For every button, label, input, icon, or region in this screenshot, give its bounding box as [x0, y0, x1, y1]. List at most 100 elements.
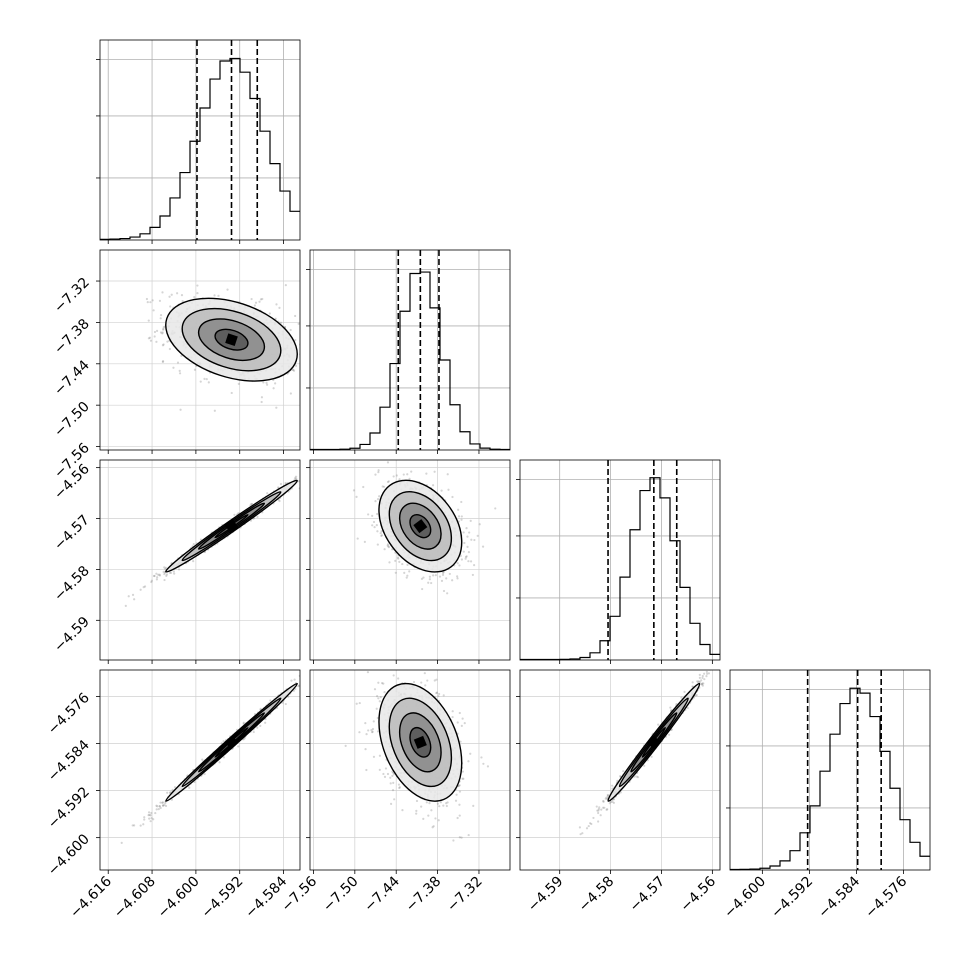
- sample-point: [392, 781, 395, 784]
- sample-point: [460, 836, 463, 839]
- sample-point: [367, 513, 370, 516]
- sample-point: [222, 756, 226, 759]
- sample-point: [124, 604, 127, 607]
- sample-point: [609, 800, 613, 804]
- sample-point: [467, 551, 471, 554]
- sample-point: [458, 711, 461, 715]
- sample-point: [163, 578, 166, 582]
- sample-point: [155, 572, 158, 575]
- sample-point: [462, 531, 465, 534]
- sample-point: [158, 573, 161, 576]
- sample-point: [469, 752, 472, 755]
- sample-point: [303, 365, 305, 367]
- sample-point: [237, 745, 240, 748]
- sample-point: [163, 566, 166, 569]
- sample-point: [290, 679, 293, 682]
- sample-point: [446, 801, 449, 804]
- sample-point: [391, 774, 394, 777]
- sample-point: [401, 562, 404, 566]
- sample-point: [462, 777, 465, 780]
- sample-point: [374, 473, 377, 476]
- sample-point: [391, 789, 395, 792]
- sample-point: [378, 700, 381, 703]
- sample-point: [386, 772, 390, 776]
- sample-point: [376, 512, 379, 516]
- sample-point: [193, 296, 196, 299]
- sample-point: [139, 588, 142, 591]
- sample-point: [147, 813, 150, 817]
- sample-point: [274, 382, 277, 385]
- sample-point: [162, 327, 165, 330]
- sample-point: [261, 297, 264, 301]
- sample-point: [389, 776, 392, 779]
- sample-point: [427, 814, 430, 817]
- sample-point: [377, 470, 380, 474]
- panel-frame: [309, 669, 511, 871]
- sample-point: [422, 576, 425, 579]
- sample-point: [266, 492, 269, 495]
- sample-point: [643, 764, 646, 767]
- sample-point: [284, 284, 287, 287]
- sample-point: [147, 337, 150, 340]
- sample-point: [201, 758, 204, 761]
- sample-point: [250, 502, 253, 506]
- histogram-step: [310, 271, 510, 451]
- histogram-step: [100, 57, 300, 240]
- sample-point: [180, 354, 183, 358]
- sample-point: [176, 292, 179, 295]
- sample-point: [139, 824, 142, 827]
- sample-point: [456, 562, 459, 565]
- sample-point: [253, 304, 256, 307]
- sample-point: [155, 340, 158, 343]
- sample-point: [178, 372, 182, 375]
- panel-frame: [99, 249, 301, 451]
- sample-point: [447, 488, 450, 491]
- sample-point: [412, 680, 416, 684]
- sample-point: [434, 574, 437, 577]
- sample-point: [264, 721, 267, 724]
- sample-point: [303, 342, 305, 344]
- sample-point: [381, 682, 384, 685]
- sample-point: [259, 707, 262, 710]
- sample-point: [376, 530, 379, 533]
- sample-point: [304, 367, 306, 369]
- sample-point: [398, 478, 401, 481]
- sample-point: [602, 800, 605, 803]
- sample-point: [393, 798, 396, 801]
- sample-point: [266, 383, 269, 386]
- sample-point: [143, 818, 146, 821]
- sample-point: [306, 477, 308, 479]
- sample-point: [314, 670, 316, 672]
- sample-point: [159, 317, 162, 320]
- sample-point: [675, 702, 678, 706]
- sample-point: [425, 801, 428, 804]
- sample-point: [398, 786, 401, 789]
- sample-point: [213, 294, 216, 297]
- sample-point: [371, 514, 374, 517]
- sample-point: [344, 744, 347, 747]
- sample-point: [380, 530, 383, 533]
- sample-point: [301, 479, 303, 481]
- sample-point: [415, 812, 418, 815]
- sample-point: [171, 788, 174, 791]
- sample-point: [379, 696, 382, 699]
- sample-point: [306, 352, 308, 354]
- sample-point: [459, 740, 462, 743]
- sample-point: [683, 690, 686, 693]
- sample-point: [366, 671, 370, 674]
- sample-point: [372, 720, 375, 723]
- sample-point: [259, 724, 262, 727]
- sample-point: [469, 519, 472, 522]
- sample-point: [457, 784, 460, 787]
- sample-point: [164, 566, 167, 569]
- sample-point: [456, 575, 459, 578]
- scatter-panel-4-1: [96, 669, 316, 874]
- sample-point: [408, 477, 411, 480]
- sample-point: [402, 473, 405, 476]
- sample-point: [326, 363, 328, 365]
- sample-point: [367, 729, 370, 732]
- sample-point: [161, 804, 165, 807]
- sample-point: [585, 827, 589, 830]
- sample-point: [297, 480, 300, 483]
- sample-point: [275, 406, 278, 409]
